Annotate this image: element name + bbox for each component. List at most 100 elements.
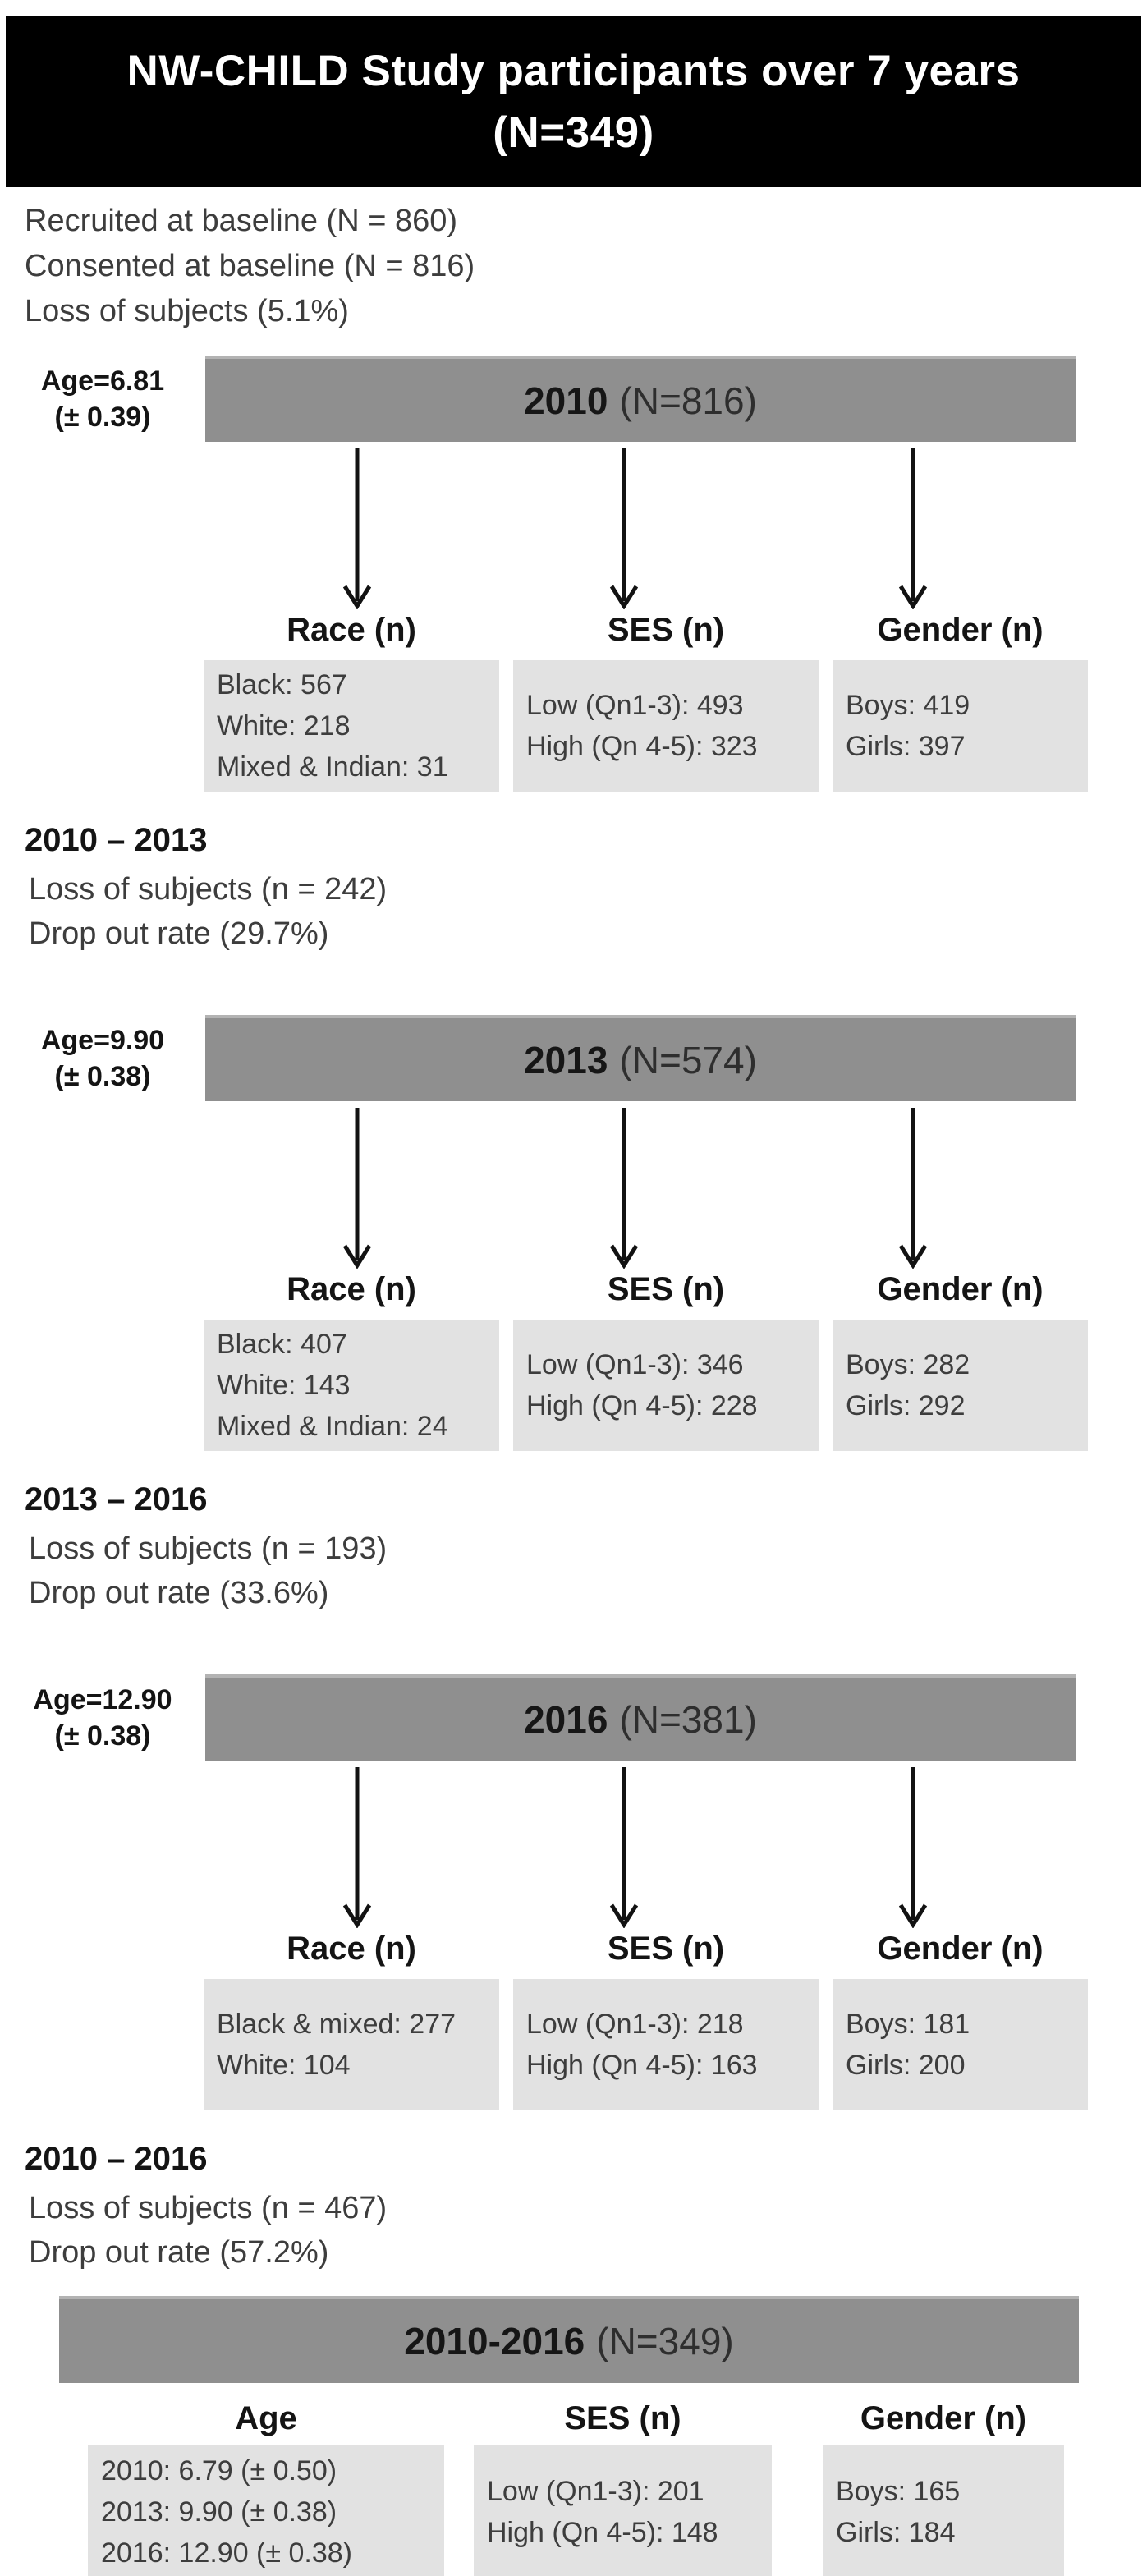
n-label: (N=349) — [596, 2320, 734, 2362]
stage-2010-section: Age=6.81 (± 0.39) 2010 (N=816) Race (n) … — [0, 356, 1147, 956]
column-ses: SES (n) Low (Qn1-3): 201 High (Qn 4-5): … — [474, 2399, 772, 2576]
age-value-line: Age=12.90 — [33, 1683, 172, 1715]
box-line: Black & mixed: 277 — [217, 2009, 457, 2040]
box-line: White: 218 — [217, 710, 351, 742]
stage-2010-bar-row: Age=6.81 (± 0.39) 2010 (N=816) — [0, 356, 1147, 442]
down-arrow-icon — [609, 1108, 639, 1269]
gender-box: Boys: 282 Girls: 292 — [833, 1320, 1088, 1451]
column-race: Race (n) Black & mixed: 277 White: 104 — [204, 1930, 499, 2110]
column-gender: Gender (n) Boys: 165 Girls: 184 — [823, 2399, 1064, 2576]
arrows-row-2013 — [0, 1101, 1147, 1270]
down-arrow-icon — [342, 1108, 372, 1269]
down-arrow-icon — [609, 1767, 639, 1928]
column-race: Race (n) Black: 407 White: 143 Mixed & I… — [204, 1270, 499, 1451]
year-label: 2013 — [524, 1038, 608, 1081]
year-label: 2010 — [524, 379, 608, 422]
race-header: Race (n) — [287, 612, 416, 648]
n-label: (N=816) — [619, 379, 757, 422]
ses-box: Low (Qn1-3): 201 High (Qn 4-5): 148 — [474, 2445, 772, 2576]
down-arrow-icon — [609, 448, 639, 609]
box-line: Black: 567 — [217, 669, 347, 700]
race-box: Black & mixed: 277 White: 104 — [204, 1979, 499, 2110]
loss-period-title: 2010 – 2013 — [25, 822, 208, 858]
dropout-rate-line: Drop out rate (57.2%) — [29, 2235, 329, 2270]
race-box: Black: 567 White: 218 Mixed & Indian: 31 — [204, 660, 499, 792]
gender-box: Boys: 165 Girls: 184 — [823, 2445, 1064, 2576]
box-line: Mixed & Indian: 24 — [217, 1411, 448, 1442]
title-line-1: NW-CHILD Study participants over 7 years — [126, 46, 1021, 95]
box-line: White: 104 — [217, 2050, 351, 2081]
stage-2013-bar-row: Age=9.90 (± 0.38) 2013 (N=574) — [0, 1015, 1147, 1101]
age-value-line: Age=6.81 — [40, 365, 165, 397]
baseline-loss-line: Loss of subjects (5.1%) — [25, 294, 349, 328]
column-gender: Gender (n) Boys: 282 Girls: 292 — [833, 1270, 1088, 1451]
baseline-consented-line: Consented at baseline (N = 816) — [25, 249, 475, 283]
box-line: Boys: 419 — [846, 690, 970, 721]
box-line: White: 143 — [217, 1370, 351, 1401]
down-arrow-icon — [342, 448, 372, 609]
box-line: Low (Qn1-3): 201 — [487, 2476, 704, 2507]
arrows-row-2016 — [0, 1761, 1147, 1930]
year-label: 2010-2016 — [404, 2320, 585, 2362]
age-label-2010: Age=6.81 (± 0.39) — [0, 363, 205, 435]
column-gender: Gender (n) Boys: 181 Girls: 200 — [833, 1930, 1088, 2110]
baseline-recruited-line: Recruited at baseline (N = 860) — [25, 204, 458, 238]
year-bar-2010: 2010 (N=816) — [205, 356, 1076, 442]
title-banner: NW-CHILD Study participants over 7 years… — [6, 16, 1141, 187]
box-line: Low (Qn1-3): 493 — [526, 690, 744, 721]
stage-2016-section: Age=12.90 (± 0.38) 2016 (N=381) Race (n)… — [0, 1674, 1147, 2275]
box-line: Girls: 292 — [846, 1390, 966, 1421]
age-sd-line: (± 0.39) — [54, 401, 151, 433]
gender-header: Gender (n) — [877, 1931, 1044, 1967]
stage-2016-columns: Race (n) Black & mixed: 277 White: 104 S… — [0, 1930, 1147, 2110]
race-box: Black: 407 White: 143 Mixed & Indian: 24 — [204, 1320, 499, 1451]
gender-header: Gender (n) — [877, 1271, 1044, 1307]
age-sd-line: (± 0.38) — [54, 1060, 151, 1092]
box-line: 2013: 9.90 (± 0.38) — [101, 2496, 337, 2528]
box-line: Girls: 397 — [846, 731, 966, 762]
ses-box: Low (Qn1-3): 493 High (Qn 4-5): 323 — [513, 660, 819, 792]
column-gender: Gender (n) Boys: 419 Girls: 397 — [833, 611, 1088, 792]
column-ses: SES (n) Low (Qn1-3): 493 High (Qn 4-5): … — [513, 611, 819, 792]
year-bar-2016: 2016 (N=381) — [205, 1674, 1076, 1761]
n-label: (N=381) — [619, 1697, 757, 1741]
ses-header: SES (n) — [607, 612, 725, 648]
age-sd-line: (± 0.38) — [54, 1720, 151, 1752]
column-ses: SES (n) Low (Qn1-3): 218 High (Qn 4-5): … — [513, 1930, 819, 2110]
arrows-row-2010 — [0, 442, 1147, 611]
box-line: 2010: 6.79 (± 0.50) — [101, 2455, 337, 2486]
age-header: Age — [235, 2400, 297, 2436]
loss-period-title: 2010 – 2016 — [25, 2141, 208, 2177]
baseline-summary: Recruited at baseline (N = 860) Consente… — [25, 199, 1147, 334]
box-line: High (Qn 4-5): 228 — [526, 1390, 758, 1421]
loss-summary-2013-2016: 2013 – 2016 Loss of subjects (n = 193) D… — [25, 1481, 1147, 1615]
stage-2016-bar-row: Age=12.90 (± 0.38) 2016 (N=381) — [0, 1674, 1147, 1761]
box-line: High (Qn 4-5): 323 — [526, 731, 758, 762]
box-line: 2016: 12.90 (± 0.38) — [101, 2537, 352, 2569]
gender-header: Gender (n) — [877, 612, 1044, 648]
box-line: Boys: 282 — [846, 1349, 970, 1380]
down-arrow-icon — [898, 1108, 928, 1269]
box-line: Girls: 200 — [846, 2050, 966, 2081]
box-line: High (Qn 4-5): 163 — [526, 2050, 758, 2081]
box-line: Low (Qn1-3): 218 — [526, 2009, 744, 2040]
ses-box: Low (Qn1-3): 346 High (Qn 4-5): 228 — [513, 1320, 819, 1451]
year-bar-2013: 2013 (N=574) — [205, 1015, 1076, 1101]
final-columns: Age 2010: 6.79 (± 0.50) 2013: 9.90 (± 0.… — [0, 2399, 1147, 2576]
column-race: Race (n) Black: 567 White: 218 Mixed & I… — [204, 611, 499, 792]
box-line: Girls: 184 — [836, 2517, 956, 2548]
column-age: Age 2010: 6.79 (± 0.50) 2013: 9.90 (± 0.… — [88, 2399, 444, 2576]
down-arrow-icon — [898, 1767, 928, 1928]
loss-subjects-line: Loss of subjects (n = 193) — [29, 1531, 388, 1566]
age-box: 2010: 6.79 (± 0.50) 2013: 9.90 (± 0.38) … — [88, 2445, 444, 2576]
stage-2013-columns: Race (n) Black: 407 White: 143 Mixed & I… — [0, 1270, 1147, 1451]
ses-header: SES (n) — [607, 1271, 725, 1307]
column-ses: SES (n) Low (Qn1-3): 346 High (Qn 4-5): … — [513, 1270, 819, 1451]
race-header: Race (n) — [287, 1271, 416, 1307]
gender-box: Boys: 419 Girls: 397 — [833, 660, 1088, 792]
down-arrow-icon — [898, 448, 928, 609]
loss-subjects-line: Loss of subjects (n = 242) — [29, 872, 388, 907]
stage-2013-section: Age=9.90 (± 0.38) 2013 (N=574) Race (n) … — [0, 1015, 1147, 1615]
box-line: Black: 407 — [217, 1329, 347, 1360]
